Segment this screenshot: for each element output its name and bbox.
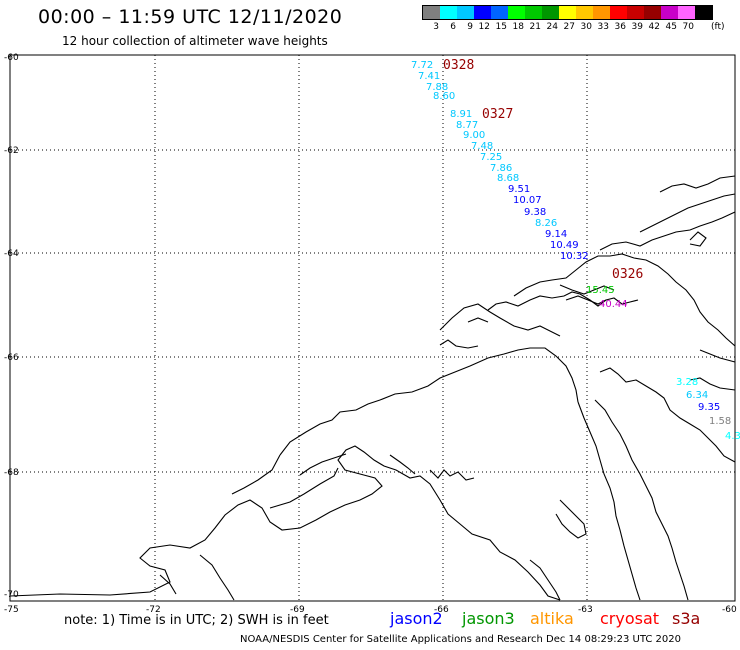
wave-height-label: 8.68 [497,173,519,184]
lon-label: -72 [146,605,161,615]
legend-label: 6 [450,22,456,32]
legend-swatch [423,6,440,19]
pass-time-label: 0328 [443,58,474,73]
wave-height-label: 40.44 [599,299,628,310]
legend-swatch [508,6,525,19]
satellite-label-cryosat: cryosat [600,609,660,628]
wave-height-label: 10.07 [513,195,542,206]
wave-height-label: 8.91 [450,109,472,120]
coastline [9,175,736,601]
wave-height-label: 10.49 [550,240,579,251]
wave-height-label: 15.45 [586,285,615,296]
lon-label: -66 [434,605,449,615]
legend-swatch [491,6,508,19]
wave-height-label: 9.51 [508,184,530,195]
wave-height-label: 4.3 [725,431,740,442]
lat-label: -66 [4,353,19,363]
legend-label: 36 [614,22,626,32]
page-subtitle: 12 hour collection of altimeter wave hei… [62,34,328,48]
wave-height-label: 7.48 [471,141,493,152]
legend-label: (ft) [711,22,725,32]
graticule [10,55,735,600]
wave-height-label: 9.38 [524,207,546,218]
wave-height-label: 7.25 [480,152,502,163]
legend-label: 45 [665,22,677,32]
legend-label: 12 [478,22,490,32]
legend-label: 33 [597,22,609,32]
wave-height-label: 9.35 [698,402,720,413]
legend-label: 9 [467,22,473,32]
legend-swatch [525,6,542,19]
chart-header: 00:00 – 11:59 UTC 12/11/2020 12 hour col… [0,0,740,56]
wave-height-label: 7.41 [418,71,440,82]
legend-label: 18 [512,22,524,32]
legend-swatch [559,6,576,19]
lat-label: -62 [4,146,19,156]
legend-swatch [644,6,661,19]
legend-label: 21 [529,22,541,32]
color-legend: 3 6 9 12 15 18 21 24 27 30 33 36 39 42 45 70 (ft) [422,5,725,35]
latitude-labels: -60 -62 -64 -66 -68 -70 [4,53,19,600]
lat-label: -60 [4,53,19,63]
lon-label: -69 [290,605,305,615]
wave-height-label: 8.60 [433,91,455,102]
wave-height-label: 1.58 [709,416,731,427]
wave-height-labels: 7.727.417.888.60 8.918.779.007.487.257.86… [411,60,740,442]
legend-label: 42 [648,22,660,32]
legend-swatch [576,6,593,19]
satellite-label-s3a: s3a [672,609,701,628]
map-frame [9,54,736,602]
wave-height-label: 3.28 [676,377,698,388]
legend-swatch [678,6,695,19]
pass-times: 0328 0327 0326 [443,58,643,282]
wave-height-label: 6.34 [686,390,708,401]
legend-label: 70 [682,22,694,32]
legend-swatch [695,6,712,19]
legend-swatch [593,6,610,19]
legend-swatch [542,6,559,19]
legend-swatch [474,6,491,19]
legend-swatch [627,6,644,19]
legend-swatch [661,6,678,19]
wave-height-label: 7.72 [411,60,433,71]
legend-swatches [422,5,713,20]
legend-label: 39 [631,22,643,32]
lon-label: -75 [4,605,19,615]
wave-height-label: 9.14 [545,229,567,240]
lat-label: -68 [4,468,19,478]
lat-label: -70 [4,590,19,600]
satellite-label-altika: altika [530,609,574,628]
legend-label: 30 [580,22,592,32]
wave-height-label: 10.32 [560,251,589,262]
wave-height-label: 9.00 [463,130,485,141]
legend-label: 27 [563,22,575,32]
credit-line: NOAA/NESDIS Center for Satellite Applica… [240,634,682,645]
longitude-labels: -75 -72 -69 -66 -63 -60 [4,605,737,615]
legend-label: 3 [433,22,439,32]
legend-labels: 3 6 9 12 15 18 21 24 27 30 33 36 39 42 45 70 (ft) [422,20,724,34]
legend-swatch [440,6,457,19]
page-title: 00:00 – 11:59 UTC 12/11/2020 [38,6,343,28]
satellite-label-jason2: jason2 [390,609,443,628]
wave-height-label: 7.88 [426,82,448,93]
wave-height-label: 7.86 [490,163,512,174]
legend-label: 24 [546,22,558,32]
lon-label: -63 [578,605,593,615]
lat-label: -64 [4,249,19,259]
footer-note: note: 1) Time is in UTC; 2) SWH is in fe… [64,613,329,628]
legend-swatch [457,6,474,19]
legend-label: 15 [495,22,507,32]
lon-label: -60 [722,605,737,615]
wave-height-label: 8.77 [456,120,478,131]
satellite-label-jason3: jason3 [462,609,515,628]
wave-height-label: 8.26 [535,218,557,229]
legend-swatch [610,6,627,19]
pass-time-label: 0327 [482,107,513,122]
pass-time-label: 0326 [612,267,643,282]
